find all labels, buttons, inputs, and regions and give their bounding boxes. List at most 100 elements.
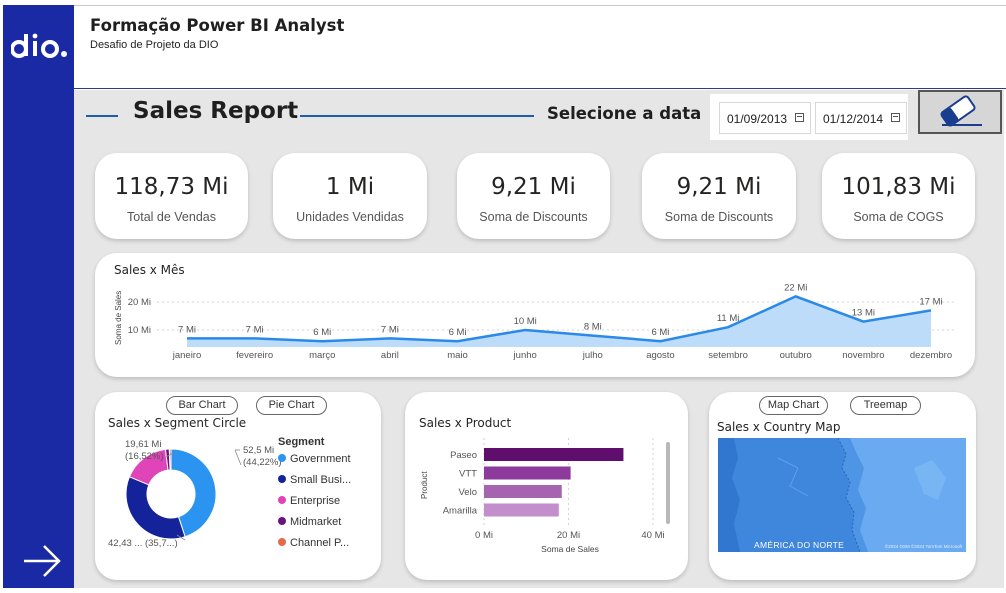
pie-chart-toggle[interactable]: Pie Chart bbox=[256, 396, 327, 415]
dio-logo bbox=[11, 33, 67, 58]
kpi-label: Total de Vendas bbox=[127, 210, 216, 224]
legend-item[interactable]: Enterprise bbox=[278, 495, 340, 509]
kpi-value: 9,21 Mi bbox=[676, 174, 762, 200]
y-tick-label: 10 Mi bbox=[128, 325, 151, 336]
x-tick-label: novembro bbox=[842, 350, 884, 361]
x-tick-label: outubro bbox=[780, 350, 812, 361]
legend-marker bbox=[278, 496, 286, 504]
donut-slice[interactable] bbox=[125, 476, 186, 540]
kpi-label: Soma de Discounts bbox=[664, 210, 774, 224]
kpi-label: Soma de COGS bbox=[853, 210, 944, 224]
segment-chart-card: Bar Chart Pie Chart Sales x Segment Circ… bbox=[95, 392, 381, 580]
x-tick-label: junho bbox=[513, 350, 537, 361]
data-label: 13 Mi bbox=[852, 308, 875, 319]
data-label: 10 Mi bbox=[514, 316, 537, 327]
sidebar bbox=[3, 5, 74, 588]
data-label: 22 Mi bbox=[784, 282, 807, 293]
legend-item[interactable]: Government bbox=[278, 453, 351, 467]
data-label: 19,61 Mi bbox=[125, 439, 161, 450]
date-range-slicer: 01/09/2013 01/12/2014 bbox=[710, 94, 908, 140]
legend-item[interactable]: Small Busi... bbox=[278, 474, 351, 488]
sales-month-line-chart: Soma de Sales 20 Mi 10 Mi 7 Mi 7 Mi 6 Mi 7 … bbox=[114, 282, 957, 361]
legend-marker bbox=[278, 475, 286, 483]
bar[interactable] bbox=[484, 503, 559, 517]
kpi-label: Soma de Discounts bbox=[479, 210, 588, 224]
legend-marker bbox=[278, 517, 286, 525]
report-title: Sales Report bbox=[133, 98, 299, 124]
x-tick-label: março bbox=[309, 350, 335, 361]
x-tick-label: agosto bbox=[646, 350, 675, 361]
end-date-value: 01/12/2014 bbox=[823, 112, 884, 126]
kpi-value: 9,21 Mi bbox=[491, 174, 576, 200]
legend-label: Government bbox=[290, 453, 351, 465]
country-map[interactable]: AMÉRICA DO NORTE ©2024 OSM ©2024 TomTom … bbox=[718, 438, 966, 552]
bar-chart-toggle[interactable]: Bar Chart bbox=[166, 396, 238, 415]
report-canvas: Sales Report Selecione a data 01/09/2013… bbox=[74, 90, 1004, 588]
kpi-card-total-sales: 118,73 Mi Total de Vendas bbox=[95, 153, 248, 239]
sales-line[interactable] bbox=[187, 295, 932, 343]
legend-item[interactable]: Channel P... bbox=[278, 537, 349, 551]
kpi-card-cogs: 101,83 Mi Soma de COGS bbox=[822, 153, 975, 239]
bar[interactable] bbox=[484, 485, 562, 498]
legend-marker bbox=[278, 454, 286, 462]
treemap-toggle[interactable]: Treemap bbox=[850, 396, 921, 415]
title-divider-left bbox=[86, 115, 118, 117]
x-axis-title: Soma de Sales bbox=[541, 544, 599, 554]
data-label: 6 Mi bbox=[313, 327, 331, 338]
x-tick-label: julho bbox=[582, 350, 603, 361]
calendar-icon[interactable] bbox=[795, 113, 804, 122]
product-bar-chart: Product Paseo VTT Velo Amarilla 0 Mi 20 Mi 40… bbox=[420, 438, 670, 554]
y-tick-label: VTT bbox=[459, 469, 477, 480]
x-tick-label: janeiro bbox=[172, 350, 202, 361]
x-tick-label: dezembro bbox=[910, 350, 952, 361]
product-chart-card: Sales x Product Product Paseo VTT Velo Amar… bbox=[405, 392, 688, 580]
next-page-arrow-icon[interactable] bbox=[20, 541, 64, 581]
x-tick-label: abril bbox=[381, 350, 399, 361]
scrollbar[interactable] bbox=[666, 442, 670, 524]
clear-filters-button[interactable] bbox=[918, 90, 1002, 134]
data-label: 7 Mi bbox=[178, 324, 196, 335]
chart-title: Sales x Segment Circle bbox=[108, 416, 247, 430]
chart-title: Sales x Country Map bbox=[717, 420, 841, 434]
kpi-value: 1 Mi bbox=[325, 174, 375, 200]
map-tiles bbox=[718, 438, 966, 552]
end-date-input[interactable]: 01/12/2014 bbox=[815, 102, 907, 134]
header: Formação Power BI Analyst Desafio de Pro… bbox=[74, 5, 1006, 89]
data-label: 8 Mi bbox=[584, 322, 602, 333]
donut-slice[interactable] bbox=[170, 448, 217, 538]
legend-title: Segment bbox=[278, 436, 325, 448]
chart-title: Sales x Mês bbox=[114, 263, 185, 277]
data-label: (44,22%) bbox=[243, 457, 282, 468]
kpi-label: Unidades Vendidas bbox=[296, 210, 404, 224]
data-label: 6 Mi bbox=[449, 327, 467, 338]
data-label: 52,5 Mi bbox=[243, 445, 274, 456]
legend-marker bbox=[278, 538, 286, 546]
kpi-value: 101,83 Mi bbox=[841, 174, 956, 200]
chart-title: Sales x Product bbox=[419, 416, 512, 430]
y-axis-title: Soma de Sales bbox=[114, 291, 123, 345]
x-tick-label: 40 Mi bbox=[641, 530, 664, 541]
sales-month-chart-card: Sales x Mês Soma de Sales 20 Mi 10 Mi 7 … bbox=[95, 253, 975, 377]
kpi-card-discounts-2: 9,21 Mi Soma de Discounts bbox=[642, 153, 796, 239]
y-axis-title: Product bbox=[420, 471, 429, 499]
bar[interactable] bbox=[484, 448, 624, 461]
data-label: 42,43 ... (35,7...) bbox=[108, 538, 178, 549]
donut-slice[interactable] bbox=[168, 448, 172, 471]
x-tick-label: 20 Mi bbox=[557, 530, 580, 541]
app-title: Formação Power BI Analyst bbox=[90, 16, 345, 35]
map-chart-toggle[interactable]: Map Chart bbox=[759, 396, 828, 415]
bar[interactable] bbox=[484, 466, 571, 480]
y-tick-label: Paseo bbox=[450, 450, 477, 461]
calendar-icon[interactable] bbox=[891, 113, 900, 122]
kpi-card-units-sold: 1 Mi Unidades Vendidas bbox=[273, 153, 427, 239]
legend-item[interactable]: Midmarket bbox=[278, 516, 341, 530]
x-tick-label: maio bbox=[447, 350, 468, 361]
start-date-input[interactable]: 01/09/2013 bbox=[719, 102, 811, 134]
map-region-label: AMÉRICA DO NORTE bbox=[754, 540, 845, 550]
x-tick-label: setembro bbox=[708, 350, 748, 361]
data-label: 7 Mi bbox=[381, 324, 399, 335]
legend-label: Midmarket bbox=[290, 516, 342, 528]
y-tick-label: Amarilla bbox=[443, 506, 478, 517]
date-filter-label: Selecione a data bbox=[547, 104, 702, 123]
